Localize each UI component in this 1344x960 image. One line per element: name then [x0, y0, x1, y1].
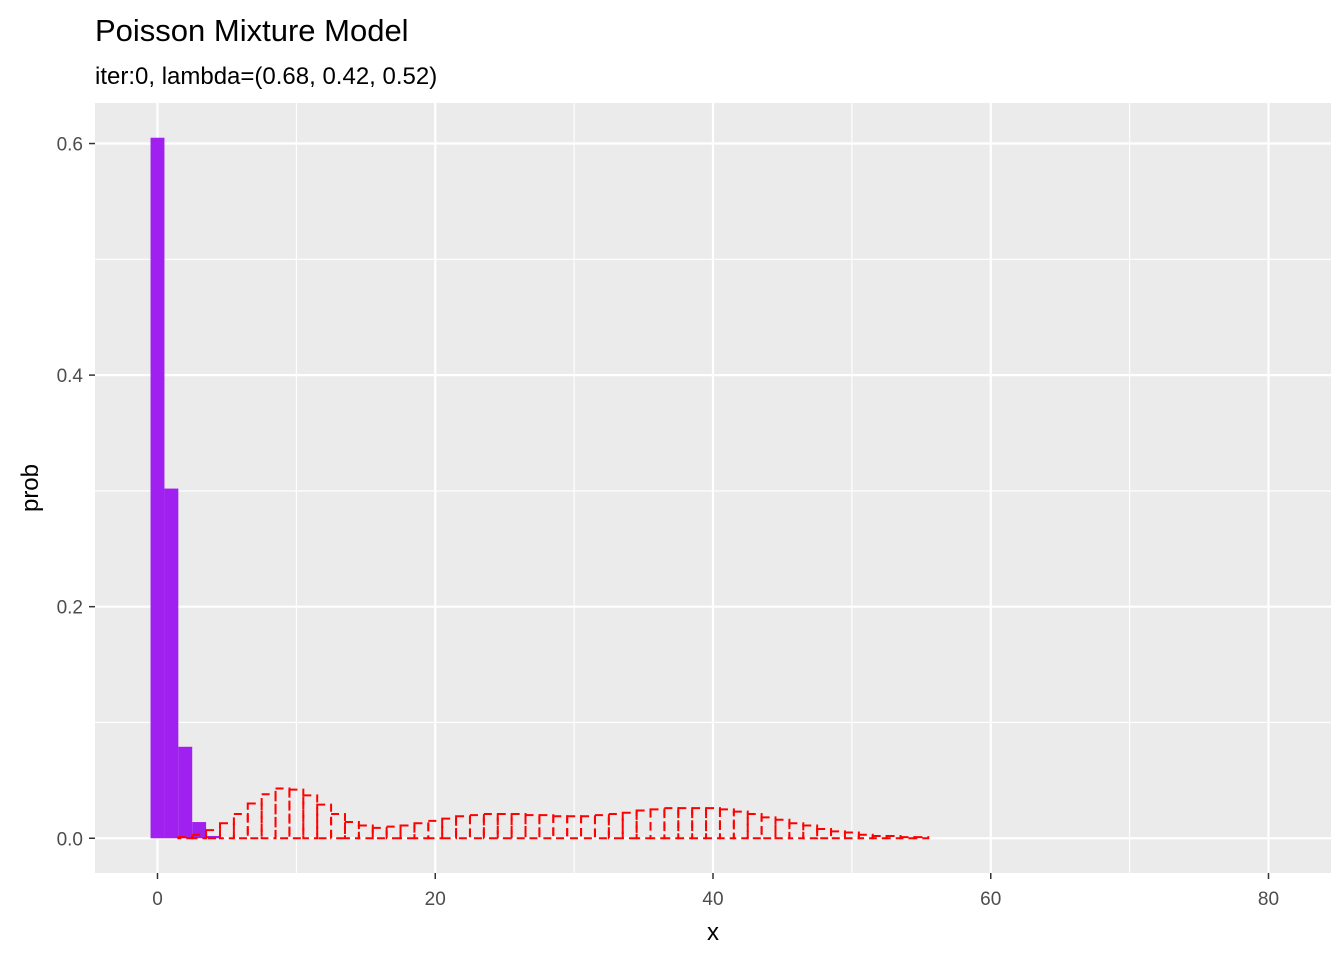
y-tick-label: 0.2: [57, 598, 83, 619]
dashed-outline-bar: [552, 815, 569, 840]
y-tick-label: 0.0: [57, 829, 83, 850]
dashed-outline-bar: [399, 824, 416, 840]
dashed-outline-bar: [580, 815, 596, 840]
filled-bars: [150, 137, 220, 839]
x-tick-label: 0: [152, 889, 163, 910]
dashed-outline-bar: [468, 814, 485, 840]
chart-subtitle: iter:0, lambda=(0.68, 0.42, 0.52): [95, 63, 437, 90]
chart-title: Poisson Mixture Model: [95, 13, 409, 48]
dashed-outline-bar: [288, 788, 305, 840]
y-axis-title: prob: [17, 464, 44, 512]
dashed-outline-bar: [260, 793, 277, 840]
filled-bar: [192, 822, 207, 839]
dashed-outline-bar: [191, 833, 208, 840]
dashed-outline-bar: [566, 815, 583, 840]
dashed-outline-bar: [760, 816, 777, 840]
dashed-outline-bar: [246, 802, 263, 840]
dashed-outline-bar: [482, 812, 499, 840]
dashed-outline-bar: [843, 831, 860, 840]
dashed-outline-bar: [788, 822, 805, 840]
x-tick-label: 40: [702, 889, 723, 910]
x-tick-label: 80: [1258, 889, 1279, 910]
dashed-outline-bar: [496, 812, 513, 840]
dashed-outline-bar: [746, 812, 763, 840]
grid-lines: [95, 103, 1331, 873]
dashed-outline-bar: [830, 830, 846, 840]
filled-bar: [178, 746, 193, 839]
dashed-outline-bar: [218, 822, 235, 840]
dashed-outline-bar: [774, 818, 791, 840]
x-tick-label: 20: [425, 889, 446, 910]
dashed-outline-bar: [538, 814, 555, 840]
x-tick-label: 60: [980, 889, 1001, 910]
dashed-outline-bar: [593, 814, 610, 840]
axis-ticks: 0 20 40 60 80 0.0 0.2 0.4 0.6: [57, 135, 1279, 910]
filled-bar: [150, 137, 165, 839]
dashed-outline-bar: [455, 815, 471, 840]
dashed-outline-bar: [232, 812, 249, 840]
y-tick-label: 0.6: [57, 135, 83, 156]
dashed-outline-bar: [343, 821, 360, 840]
dashed-outline-bar: [524, 814, 541, 840]
dashed-outline-bar: [413, 822, 430, 840]
filled-bar: [164, 488, 179, 839]
dashed-outline-bar: [510, 812, 527, 840]
dashed-outline-bar: [274, 787, 291, 840]
dashed-outline-bar: [913, 836, 930, 840]
x-axis-title: x: [707, 919, 719, 946]
dashed-outline-bar: [441, 817, 458, 840]
dashed-outline-bar: [302, 794, 319, 840]
filled-bar: [206, 835, 220, 839]
dashed-outline-bar: [427, 819, 444, 840]
dashed-outline-bars: [177, 787, 930, 840]
dashed-outline-bar: [899, 836, 916, 840]
dashed-outline-bar: [177, 836, 194, 840]
y-tick-label: 0.4: [57, 366, 84, 387]
